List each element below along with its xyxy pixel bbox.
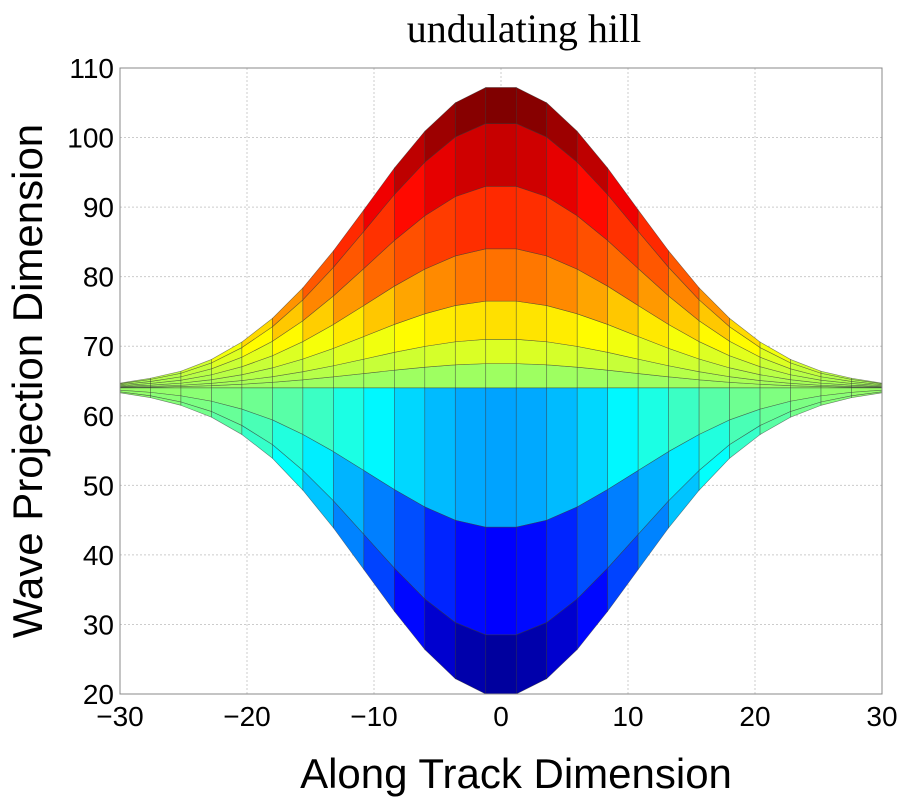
surface-cell	[485, 300, 517, 340]
surface-cell	[454, 338, 487, 366]
x-tick-label: 0	[493, 701, 509, 732]
surface-cell	[546, 387, 578, 521]
x-tick-label: −20	[223, 701, 271, 732]
y-tick-label: 60	[83, 401, 114, 432]
surface-cell	[485, 634, 517, 695]
x-axis-label: Along Track Dimension	[300, 750, 732, 797]
surface-cell	[485, 87, 517, 124]
surface-cell	[424, 387, 456, 521]
y-tick-label: 80	[83, 262, 114, 293]
x-tick-label: −30	[96, 701, 144, 732]
surface-cells	[119, 86, 883, 695]
surface-cell	[394, 387, 426, 508]
surface-cell	[485, 526, 517, 636]
surface-cell	[485, 248, 517, 302]
y-tick-label: 90	[83, 192, 114, 223]
surface-cell	[485, 186, 517, 250]
surface-cell	[454, 185, 487, 257]
x-tick-label: −10	[350, 701, 398, 732]
y-axis-label: Wave Projection Dimension	[4, 124, 51, 638]
surface-cell	[515, 185, 548, 257]
surface-cell	[454, 363, 487, 389]
surface-cell	[515, 519, 548, 636]
surface-cell	[454, 300, 487, 343]
chart-title: undulating hill	[407, 6, 641, 51]
surface-cell	[394, 366, 426, 389]
surface-cell	[515, 300, 548, 343]
y-tick-label: 40	[83, 540, 114, 571]
surface-cell	[454, 387, 487, 528]
surface-cell	[485, 123, 517, 187]
y-tick-label: 30	[83, 609, 114, 640]
surface-cell	[454, 519, 487, 636]
x-tick-label: 30	[866, 701, 897, 732]
surface-cell	[485, 338, 517, 364]
x-tick-label: 10	[612, 701, 643, 732]
tick-labels: −30 −20 −10 0 10 20 30 20 30 40 50 60 70 80 90 100 110	[67, 53, 897, 732]
y-tick-label: 100	[67, 123, 114, 154]
surface-cell	[515, 387, 548, 528]
y-tick-label: 50	[83, 470, 114, 501]
surface-cell	[515, 363, 548, 389]
surface-cell	[576, 387, 608, 508]
surface-cell	[485, 387, 517, 528]
surface-cell	[424, 364, 456, 389]
surface-cell	[515, 338, 548, 366]
y-tick-label: 20	[83, 679, 114, 710]
surface-cell	[485, 363, 517, 389]
y-tick-label: 70	[83, 331, 114, 362]
surface-cell	[454, 248, 487, 306]
surface-cell	[576, 366, 608, 389]
surface-cell	[515, 248, 548, 306]
surface-cell	[546, 364, 578, 389]
x-tick-label: 20	[739, 701, 770, 732]
y-tick-label: 110	[69, 53, 114, 84]
axes-box	[119, 67, 883, 695]
